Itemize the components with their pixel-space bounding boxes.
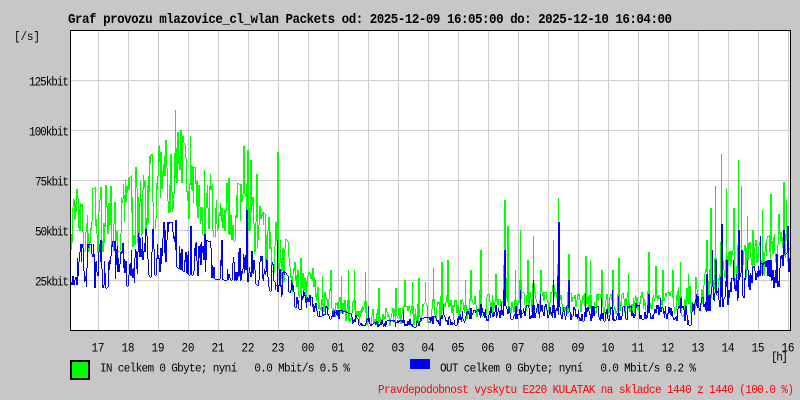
svg-text:25kbit: 25kbit <box>35 275 69 290</box>
svg-text:08: 08 <box>542 341 555 356</box>
svg-text:23: 23 <box>272 341 285 356</box>
svg-text:07: 07 <box>512 341 525 356</box>
svg-text:[h]: [h] <box>771 352 788 364</box>
svg-text:75kbit: 75kbit <box>35 175 69 190</box>
svg-text:02: 02 <box>362 341 375 356</box>
svg-text:00: 00 <box>302 341 315 356</box>
svg-text:03: 03 <box>392 341 405 356</box>
svg-text:16: 16 <box>782 341 795 356</box>
svg-text:Graf provozu mlazovice_cl_wlan: Graf provozu mlazovice_cl_wlan Packets o… <box>68 12 672 28</box>
svg-text:18: 18 <box>122 341 135 356</box>
svg-text:[/s]: [/s] <box>14 31 40 45</box>
svg-text:OUT celkem 0 Gbyte; nyní 0.0: OUT celkem 0 Gbyte; nyní 0.0 Mbit/s 0.2 … <box>440 361 696 376</box>
svg-text:IN celkem 0 Gbyte; nyní 0.0: IN celkem 0 Gbyte; nyní 0.0 Mbit/s 0.5 % <box>100 361 350 376</box>
svg-text:12: 12 <box>662 341 675 356</box>
svg-text:22: 22 <box>242 341 255 356</box>
svg-text:14: 14 <box>722 341 735 356</box>
svg-text:19: 19 <box>152 341 165 356</box>
svg-text:15: 15 <box>752 341 765 356</box>
svg-text:05: 05 <box>452 341 465 356</box>
svg-text:17: 17 <box>92 341 105 356</box>
svg-text:11: 11 <box>632 341 645 356</box>
svg-text:01: 01 <box>332 341 345 356</box>
svg-text:50kbit: 50kbit <box>35 225 69 240</box>
svg-text:100kbit: 100kbit <box>29 125 69 140</box>
svg-text:09: 09 <box>572 341 585 356</box>
svg-text:125kbit: 125kbit <box>29 75 69 90</box>
svg-text:Pravdepodobnost vyskytu E220 K: Pravdepodobnost vyskytu E220 KULATAK na … <box>378 382 794 397</box>
svg-text:21: 21 <box>212 341 225 356</box>
svg-text:06: 06 <box>482 341 495 356</box>
svg-text:20: 20 <box>182 341 195 356</box>
svg-text:10: 10 <box>602 341 615 356</box>
svg-text:04: 04 <box>422 341 435 356</box>
svg-text:13: 13 <box>692 341 705 356</box>
